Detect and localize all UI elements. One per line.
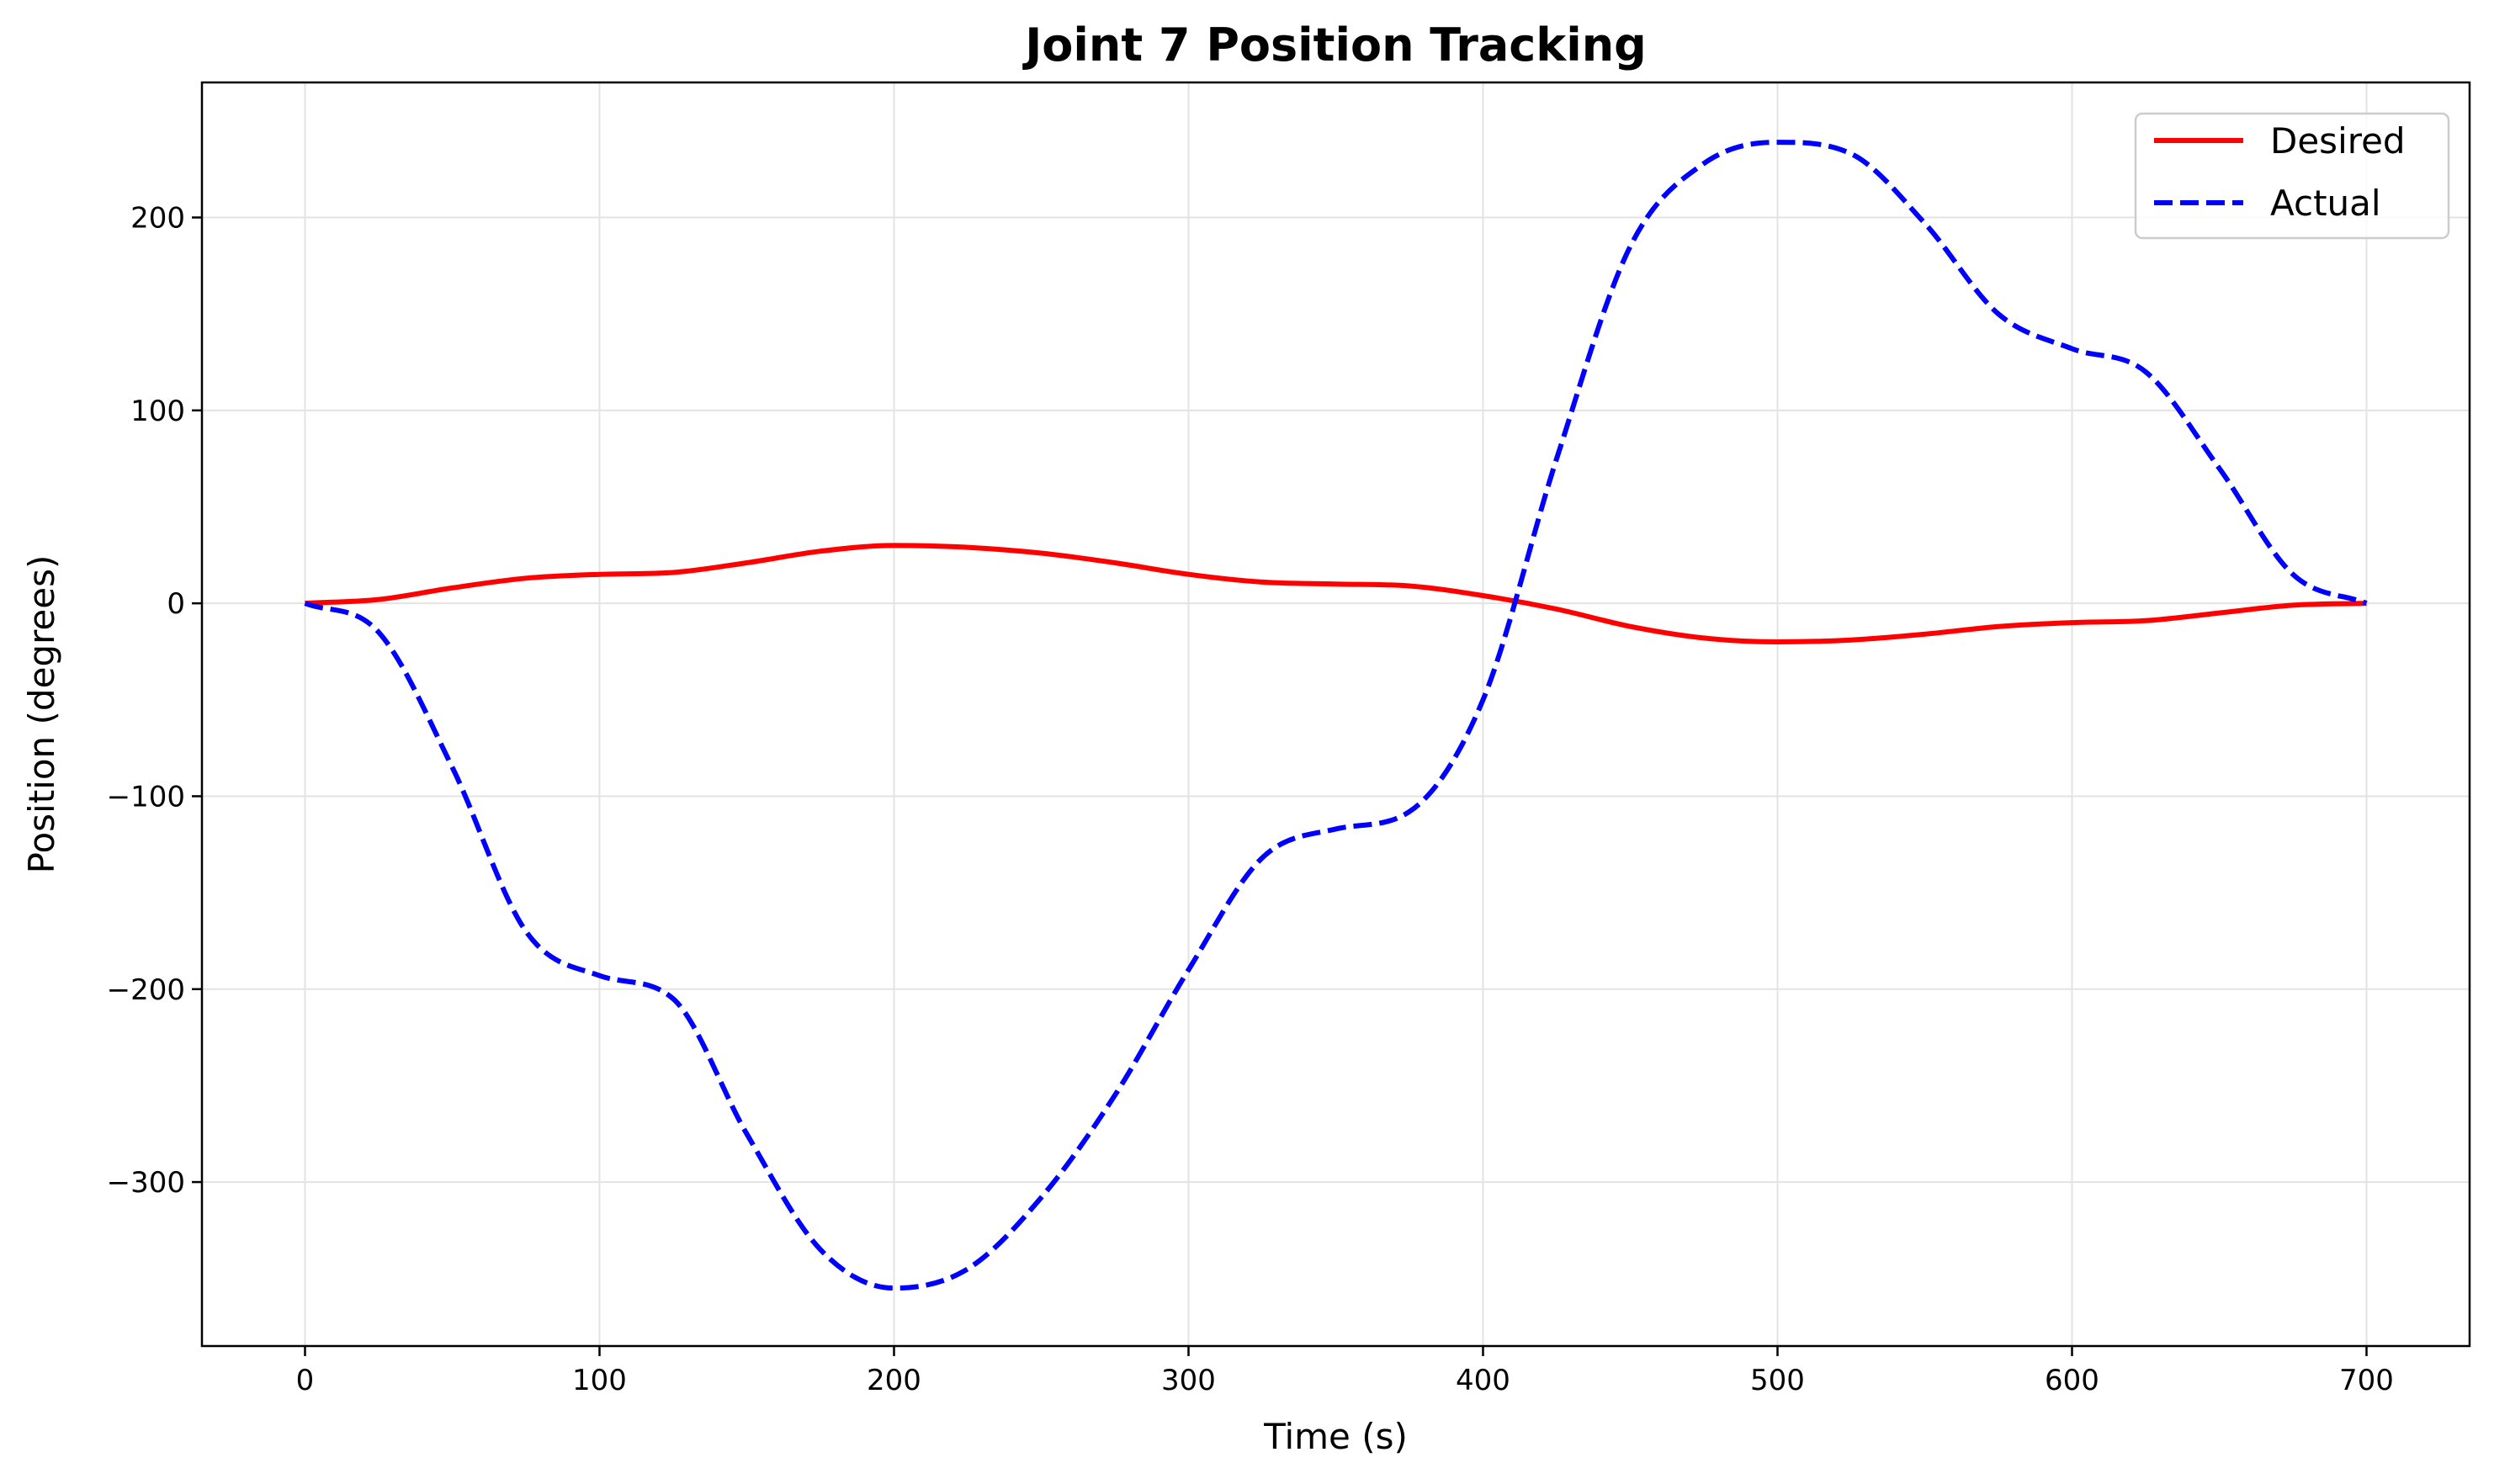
legend-label-desired: Desired [2270,120,2406,162]
x-axis-label: Time (s) [1263,1416,1408,1457]
y-tick-label: 100 [130,395,185,428]
y-tick-label: −300 [107,1166,185,1200]
x-tick-label: 500 [1750,1364,1805,1397]
x-tick-label: 100 [572,1364,627,1397]
axis-ticks: 0 100 200 300 400 500 600 700 −300 −200 −100 0 100 20… [107,202,2394,1397]
chart-title: Joint 7 Position Tracking [1021,19,1647,72]
x-tick-label: 200 [867,1364,921,1397]
x-tick-label: 600 [2045,1364,2099,1397]
legend: Desired Actual [2134,112,2450,240]
y-tick-label: −200 [107,973,185,1007]
grid [202,82,2470,1346]
legend-box [2134,112,2450,240]
series-line-desired [305,543,2367,644]
x-tick-label: 700 [2339,1364,2394,1397]
y-tick-label: 200 [130,202,185,236]
y-tick-label: 0 [167,587,185,621]
y-tick-label: −100 [107,780,185,814]
series-line-actual [304,140,2368,1291]
x-tick-label: 300 [1161,1364,1216,1397]
y-axis-label: Position (degrees) [21,555,62,874]
x-tick-label: 400 [1456,1364,1510,1397]
x-tick-label: 0 [296,1364,315,1397]
plot-series [304,140,2368,1291]
plot-area-frame [200,81,2471,1348]
legend-label-actual: Actual [2270,183,2381,224]
